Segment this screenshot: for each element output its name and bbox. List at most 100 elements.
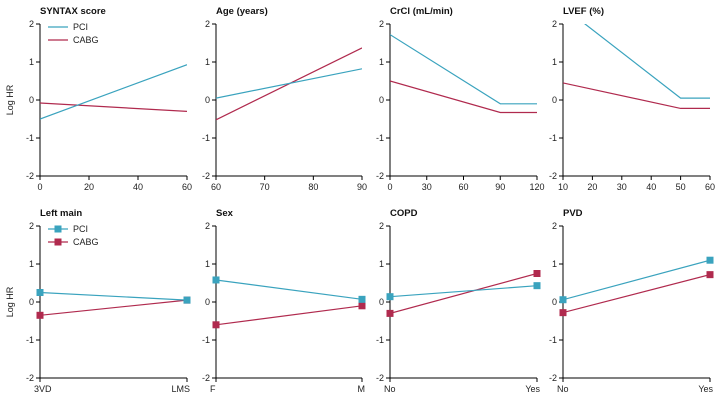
y-tick-label: -2 (549, 171, 557, 181)
y-tick-label: -1 (376, 335, 384, 345)
y-tick-label: -1 (376, 133, 384, 143)
y-tick-label: -2 (26, 373, 34, 383)
x-tick-label: 120 (529, 182, 544, 192)
panel-title: CrCl (mL/min) (390, 6, 453, 17)
y-axis-label: Log HR (5, 84, 15, 115)
legend-pci-marker (54, 225, 62, 233)
cabg-point (533, 270, 541, 277)
pci-point (183, 296, 191, 304)
y-tick-label: 0 (379, 297, 384, 307)
y-tick-label: 1 (379, 57, 384, 67)
y-tick-label: 2 (29, 221, 34, 231)
pci-point (358, 295, 366, 303)
legend-pci-label: PCI (73, 22, 88, 32)
y-tick-label: 0 (552, 95, 557, 105)
x-tick-label: 60 (705, 182, 715, 192)
y-tick-label: 2 (29, 19, 34, 29)
x-tick-label: 20 (587, 182, 597, 192)
y-tick-label: -1 (202, 335, 210, 345)
pci-point (36, 289, 44, 296)
pci-series-line (40, 64, 187, 120)
panel-title: PVD (563, 208, 583, 219)
y-tick-label: 0 (552, 297, 557, 307)
y-tick-label: -1 (202, 133, 210, 143)
pci-series-line (563, 259, 710, 301)
y-tick-label: 0 (379, 95, 384, 105)
x-tick-label: Yes (698, 384, 713, 394)
cabg-point (386, 309, 394, 317)
x-tick-label: No (384, 384, 396, 394)
x-tick-label: F (210, 384, 216, 394)
panel-8: PVD -2 -1 0 1 2 No Yes (549, 208, 714, 394)
cabg-series-line (216, 305, 362, 326)
y-tick-label: 1 (552, 57, 557, 67)
x-tick-label: 90 (357, 182, 367, 192)
pci-series-line (216, 68, 362, 99)
legend-cabg-label: CABG (73, 237, 99, 247)
y-tick-label: 1 (29, 259, 34, 269)
legend-pci-label: PCI (73, 224, 88, 234)
y-tick-label: -2 (202, 373, 210, 383)
x-tick-label: 3VD (34, 384, 52, 394)
y-tick-label: 1 (379, 259, 384, 269)
cabg-point (36, 311, 44, 319)
panel-7: COPD -2 -1 0 1 2 No Yes (376, 208, 541, 394)
pci-series-line (216, 279, 362, 300)
x-tick-label: 0 (37, 182, 42, 192)
cabg-series-line (563, 274, 710, 314)
cabg-point (706, 271, 714, 279)
y-tick-label: 1 (29, 57, 34, 67)
panel-2: Age (years) -2 -1 0 1 2 60 70 80 90 (202, 6, 367, 192)
cabg-series-line (40, 102, 187, 112)
cabg-series-line (563, 82, 710, 110)
x-tick-label: 80 (308, 182, 318, 192)
panel-6: Sex -2 -1 0 1 2 F M (202, 208, 366, 394)
y-tick-label: 2 (205, 19, 210, 29)
y-tick-label: -1 (549, 335, 557, 345)
y-tick-label: -2 (376, 171, 384, 181)
panel-title: Left main (40, 208, 82, 219)
cabg-series-line (40, 299, 187, 316)
pci-point (533, 282, 541, 290)
panel-title: Sex (216, 208, 234, 219)
pci-point (386, 293, 394, 301)
panel-5: Left main -2 -1 0 1 2 3VD LMS Log HR PCI CABG (5, 208, 191, 394)
x-tick-label: 30 (422, 182, 432, 192)
y-tick-label: 1 (205, 57, 210, 67)
x-tick-label: 30 (617, 182, 627, 192)
x-tick-label: LMS (171, 384, 190, 394)
legend-cabg-label: CABG (73, 35, 99, 45)
cabg-series-line (390, 80, 537, 114)
x-tick-label: 60 (211, 182, 221, 192)
x-tick-label: 10 (558, 182, 568, 192)
x-tick-label: Yes (525, 384, 540, 394)
x-tick-label: 60 (182, 182, 192, 192)
y-tick-label: 0 (205, 297, 210, 307)
cabg-point (358, 302, 366, 310)
x-tick-label: M (358, 384, 366, 394)
x-tick-label: 20 (84, 182, 94, 192)
legend-cabg-marker (54, 238, 62, 246)
y-tick-label: 2 (552, 221, 557, 231)
pci-point (212, 276, 220, 284)
cabg-point (212, 321, 220, 329)
cabg-series-line (390, 272, 537, 314)
y-tick-label: -2 (26, 171, 34, 181)
y-tick-label: 2 (552, 19, 557, 29)
y-tick-label: 2 (379, 19, 384, 29)
panel-4: LVEF (%) -2 -1 0 1 2 10 20 30 40 50 60 (549, 6, 715, 192)
y-tick-label: 0 (29, 297, 34, 307)
panel-title: COPD (390, 208, 418, 219)
y-axis-label: Log HR (5, 286, 15, 317)
y-tick-label: 0 (205, 95, 210, 105)
pci-point (706, 256, 714, 264)
y-tick-label: 2 (379, 221, 384, 231)
y-tick-label: -2 (202, 171, 210, 181)
x-tick-label: 50 (676, 182, 686, 192)
cabg-point (559, 309, 567, 317)
y-tick-label: 2 (205, 221, 210, 231)
pci-point (559, 296, 567, 304)
